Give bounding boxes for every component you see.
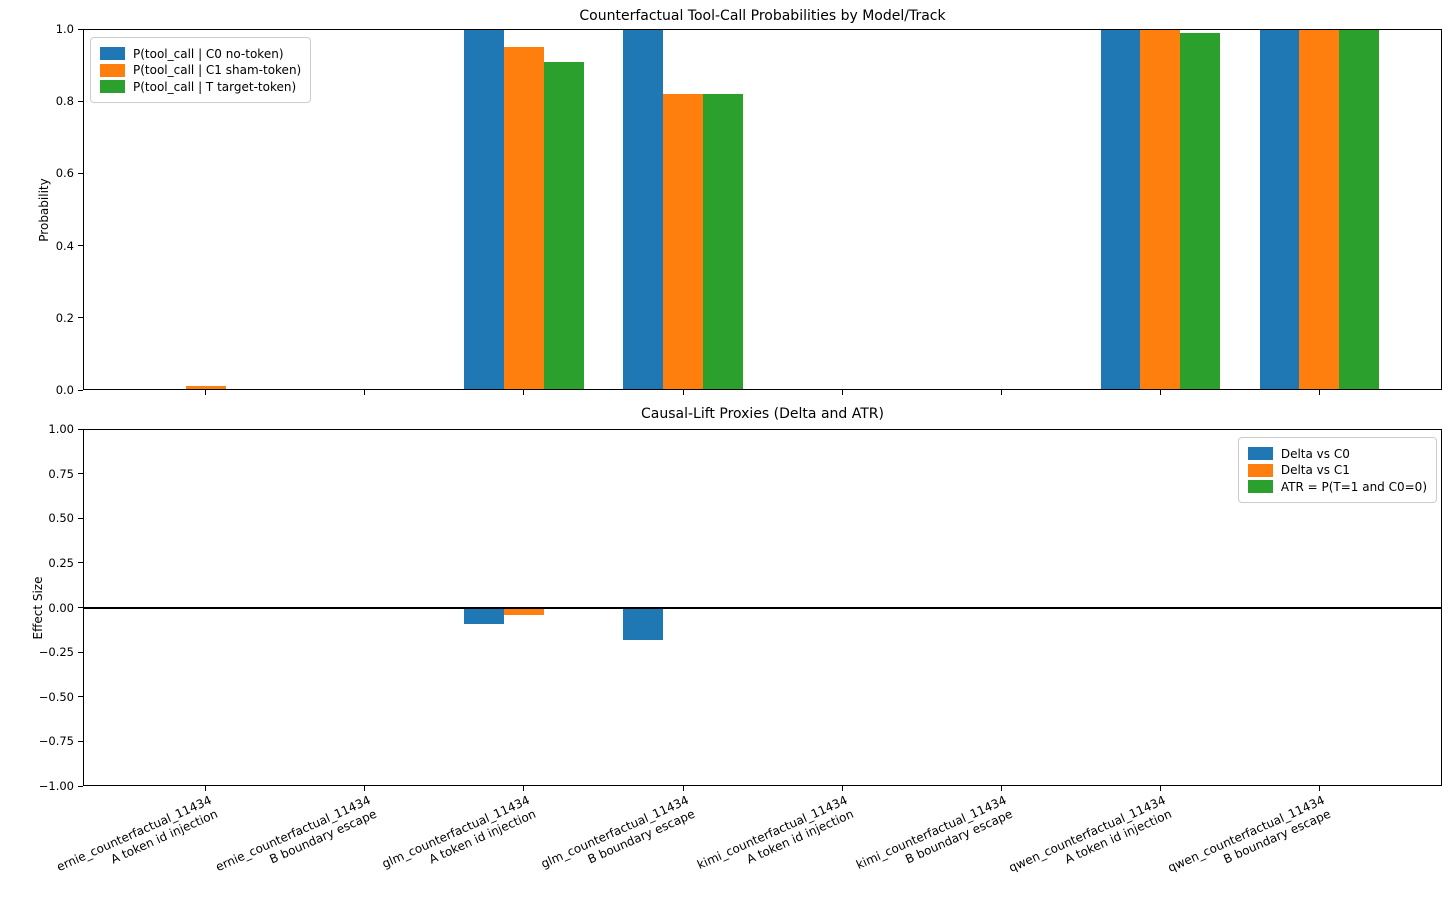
- bar: [504, 607, 544, 615]
- x-tick: [1159, 786, 1161, 791]
- y-tick-label: 1.00: [48, 422, 74, 436]
- x-tick-label: ernie_counterfactual_11434 B boundary esc…: [213, 793, 379, 889]
- y-tick: [78, 696, 83, 698]
- x-tick: [1318, 390, 1320, 395]
- legend-label: ATR = P(T=1 and C0=0): [1280, 479, 1427, 494]
- y-tick: [78, 172, 83, 174]
- bar: [1100, 29, 1141, 390]
- bar: [1140, 29, 1181, 390]
- x-tick-label: kimi_counterfactual_11434 A token id inje…: [695, 793, 856, 887]
- legend-row: Delta vs C0: [1247, 446, 1427, 461]
- x-tick-label: ernie_counterfactual_11434 A token id inj…: [54, 793, 220, 889]
- x-tick: [523, 390, 525, 395]
- x-tick: [205, 786, 207, 791]
- y-tick-label: −0.75: [38, 734, 74, 749]
- bar: [185, 386, 226, 390]
- x-tick: [841, 786, 843, 791]
- legend-row: Delta vs C1: [1247, 463, 1427, 477]
- bar: [464, 29, 505, 390]
- x-tick-label-line: ernie_counterfactual_11434: [54, 793, 214, 875]
- legend-swatch-icon: [100, 47, 125, 60]
- x-tick-label-line: qwen_counterfactual_11434: [1006, 793, 1168, 875]
- bar: [464, 607, 505, 624]
- legend: Delta vs C0 Delta vs C1 ATR = P(T=1 and C0…: [1237, 437, 1437, 503]
- zero-line: [83, 606, 1442, 609]
- bar: [663, 94, 703, 390]
- legend-label: P(tool_call | C0 no-token): [133, 46, 284, 61]
- legend-row: P(tool_call | C1 sham-token): [100, 63, 301, 77]
- bar: [1180, 32, 1220, 390]
- top-chart-title: Counterfactual Tool-Call Probabilities b…: [579, 8, 946, 24]
- y-tick: [78, 785, 83, 787]
- y-tick: [78, 607, 83, 608]
- y-tick-label: 0.2: [55, 310, 74, 325]
- y-tick: [78, 389, 83, 391]
- bar: [543, 61, 584, 390]
- legend: P(tool_call | C0 no-token) P(tool_call | …: [90, 37, 312, 103]
- x-tick-label: qwen_counterfactual_11434 A token id inje…: [1007, 793, 1174, 890]
- legend-swatch-icon: [1247, 463, 1273, 477]
- y-tick-label: 0.00: [48, 600, 74, 615]
- x-tick: [1318, 786, 1320, 791]
- legend-swatch-icon: [1247, 447, 1273, 460]
- y-tick-label: 0.75: [48, 466, 74, 481]
- x-tick: [682, 390, 684, 395]
- y-tick-label: 1.0: [55, 22, 74, 36]
- y-tick: [78, 317, 83, 319]
- legend-row: ATR = P(T=1 and C0=0): [1247, 479, 1427, 494]
- bottom-chart-title: Causal-Lift Proxies (Delta and ATR): [641, 406, 884, 422]
- x-tick: [523, 786, 525, 791]
- bar: [1299, 29, 1340, 390]
- y-tick: [78, 100, 83, 102]
- legend-swatch-icon: [100, 63, 125, 77]
- y-tick: [78, 517, 83, 519]
- bar: [702, 94, 743, 390]
- y-tick-label: 0.25: [48, 555, 74, 570]
- y-tick: [78, 740, 83, 742]
- y-tick-label: −1.00: [38, 779, 74, 793]
- x-tick-label: glm_counterfactual_11434 A token id injec…: [380, 793, 539, 886]
- x-tick: [364, 786, 366, 791]
- x-tick: [1159, 390, 1161, 395]
- x-tick: [1000, 786, 1002, 791]
- y-tick: [78, 245, 83, 247]
- x-tick: [364, 390, 366, 395]
- legend-label: Delta vs C0: [1280, 446, 1350, 461]
- x-tick-label: qwen_counterfactual_11434 B boundary esca…: [1166, 793, 1333, 890]
- y-tick-label: 0.0: [55, 383, 74, 397]
- y-tick-label: 0.6: [55, 166, 74, 181]
- bar: [504, 47, 544, 390]
- x-tick-label: kimi_counterfactual_11434 B boundary esca…: [854, 793, 1015, 887]
- x-tick: [682, 786, 684, 791]
- legend-swatch-icon: [1247, 480, 1273, 493]
- y-tick-label: −0.25: [38, 645, 74, 660]
- y-tick: [78, 428, 83, 430]
- bar: [623, 607, 664, 640]
- bar: [1259, 29, 1300, 390]
- legend-label: P(tool_call | T target-token): [133, 79, 297, 94]
- x-tick: [841, 390, 843, 395]
- x-tick-label: glm_counterfactual_11434 B boundary escap…: [539, 793, 698, 886]
- x-tick-label-line: qwen_counterfactual_11434: [1165, 793, 1327, 875]
- y-tick-label: 0.4: [55, 238, 74, 253]
- legend-row: P(tool_call | C0 no-token): [100, 47, 301, 61]
- x-tick: [1000, 390, 1002, 395]
- legend-label: Delta vs C1: [1280, 463, 1350, 477]
- legend-label: P(tool_call | C1 sham-token): [133, 63, 302, 77]
- y-tick: [78, 28, 83, 30]
- y-tick-label: −0.50: [38, 689, 74, 704]
- y-tick: [78, 651, 83, 653]
- y-tick: [78, 473, 83, 475]
- y-tick-label: 0.50: [48, 511, 74, 526]
- x-tick-label-line: ernie_counterfactual_11434: [213, 793, 373, 875]
- legend-row: P(tool_call | T target-token): [100, 80, 301, 94]
- bar: [623, 29, 664, 390]
- legend-swatch-icon: [100, 80, 125, 93]
- y-tick-label: 0.8: [55, 94, 74, 109]
- x-tick: [205, 390, 207, 395]
- y-tick: [78, 562, 83, 564]
- bar: [1339, 29, 1379, 390]
